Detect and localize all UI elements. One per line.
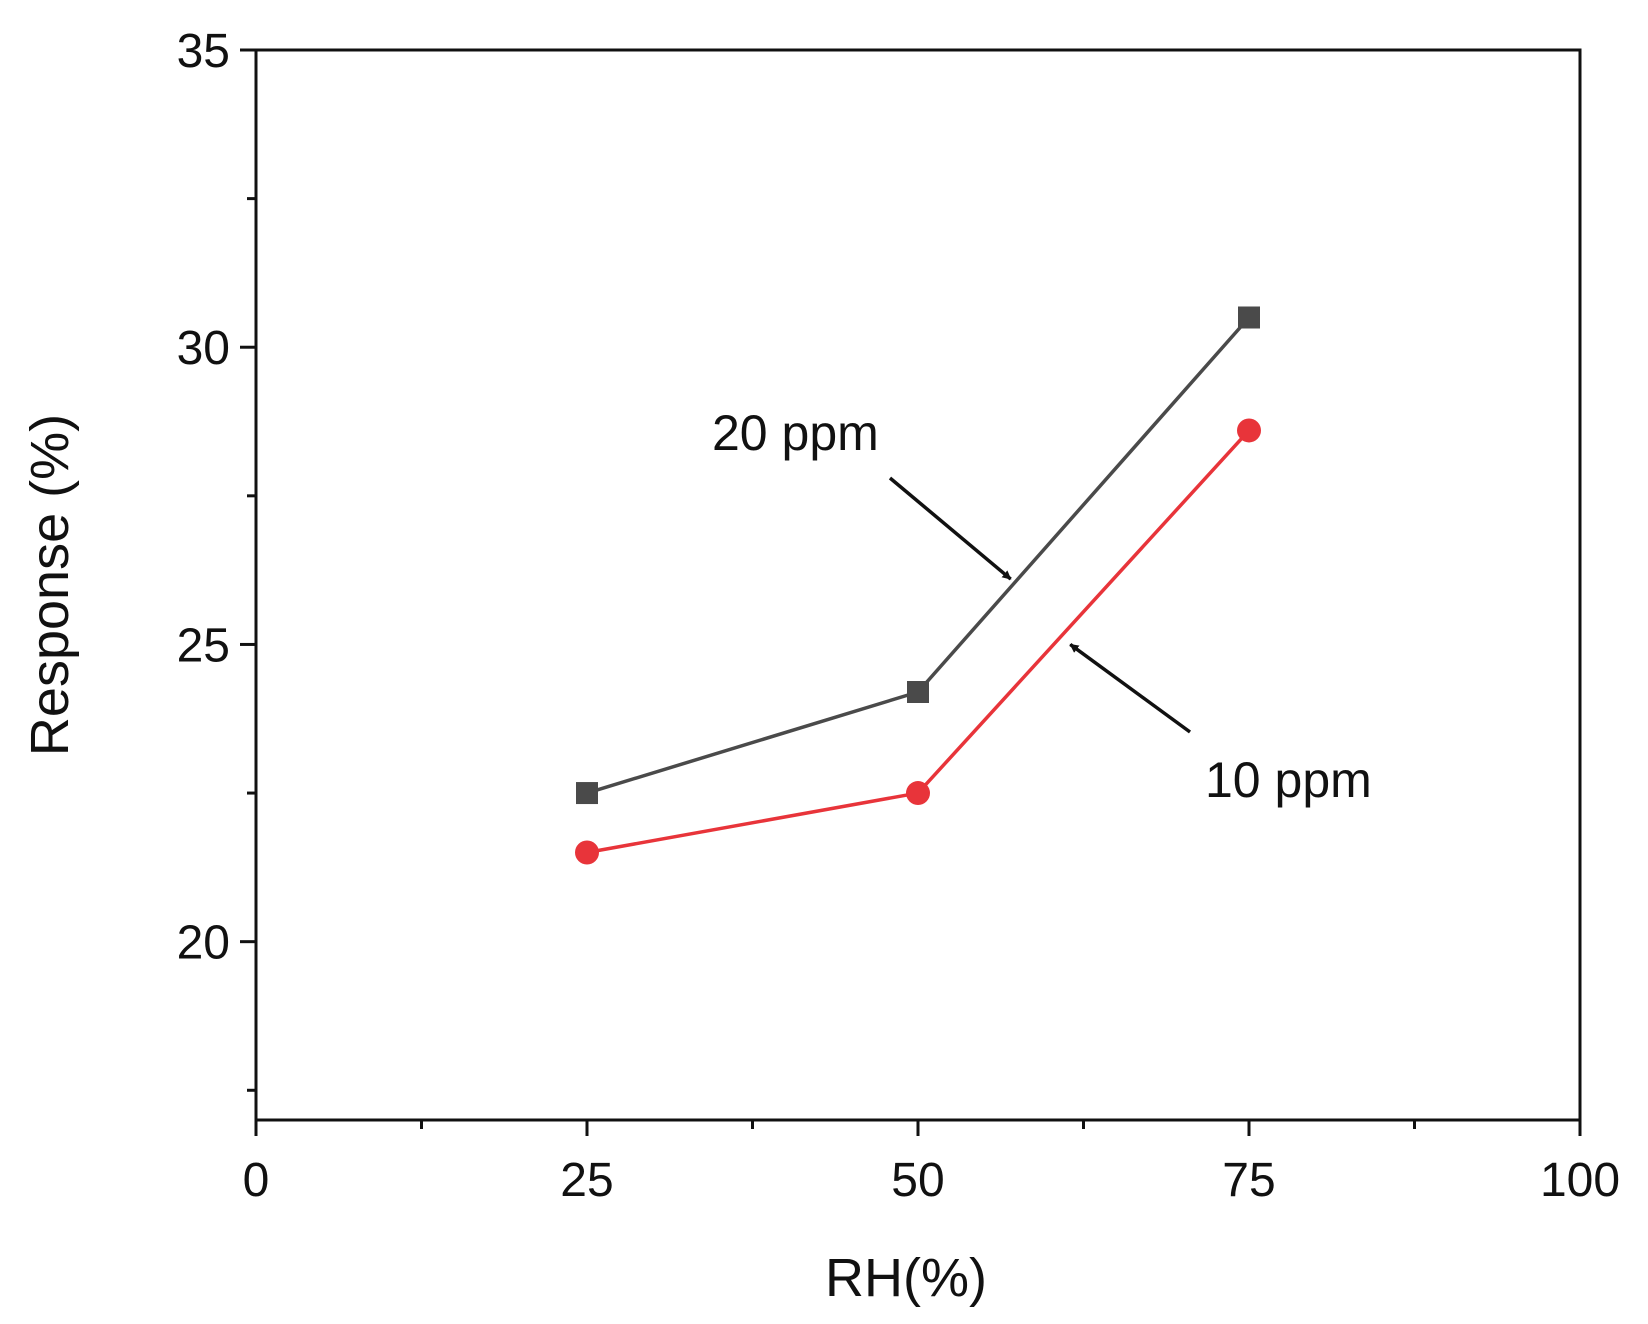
x-axis-label: RH(%) bbox=[825, 1248, 987, 1308]
y-tick-label: 35 bbox=[177, 25, 230, 78]
data-point-10-ppm bbox=[906, 781, 930, 806]
x-tick-label: 25 bbox=[560, 1154, 613, 1207]
data-point-10-ppm bbox=[1237, 418, 1261, 443]
plot-frame bbox=[254, 48, 1582, 1122]
series-line-20-ppm bbox=[586, 316, 1251, 795]
y-tick-label: 20 bbox=[177, 917, 230, 970]
annotation-arrow-10-ppm bbox=[1069, 643, 1192, 734]
x-tick-label: 0 bbox=[243, 1154, 270, 1207]
x-tick-label: 75 bbox=[1222, 1154, 1275, 1207]
x-axis-ticks: 0 25 50 75 100 bbox=[243, 1120, 1620, 1207]
series-layer bbox=[575, 306, 1261, 865]
annotation-label-10-ppm: 10 ppm bbox=[1205, 752, 1372, 808]
x-tick-label: 100 bbox=[1540, 1154, 1620, 1207]
x-tick-label: 50 bbox=[891, 1154, 944, 1207]
annotation-arrow-20-ppm bbox=[888, 476, 1012, 581]
plot-border bbox=[254, 48, 1582, 1122]
annotation-label-20-ppm: 20 ppm bbox=[712, 405, 879, 461]
y-tick-label: 25 bbox=[177, 619, 230, 672]
data-point-10-ppm bbox=[575, 840, 599, 865]
data-point-20-ppm bbox=[907, 681, 929, 703]
y-axis-label: Response (%) bbox=[20, 414, 80, 756]
data-point-20-ppm bbox=[1238, 306, 1260, 329]
y-tick-label: 30 bbox=[177, 322, 230, 375]
annotation-layer: 20 ppm 10 ppm bbox=[712, 405, 1372, 808]
y-axis-ticks: 20 25 30 35 bbox=[177, 25, 256, 1092]
data-point-20-ppm bbox=[576, 782, 598, 805]
